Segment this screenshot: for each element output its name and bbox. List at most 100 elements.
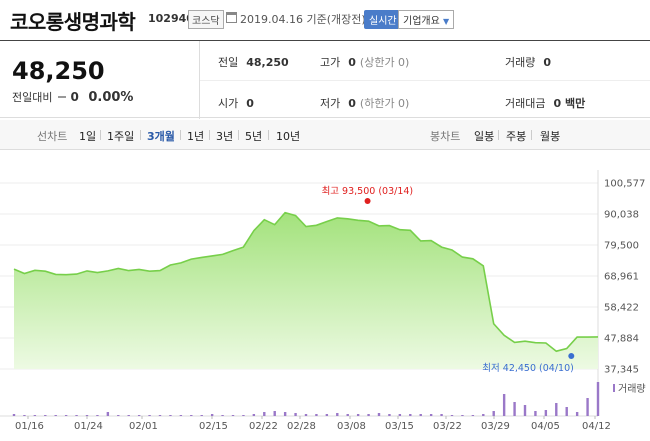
current-price: 48,250 bbox=[12, 57, 105, 85]
period-5y[interactable]: 5년 bbox=[245, 130, 263, 143]
volume-bar bbox=[148, 415, 151, 416]
volume-bar bbox=[137, 415, 141, 416]
price-area bbox=[14, 212, 598, 369]
volume-bar bbox=[96, 415, 99, 416]
volume-bar bbox=[450, 415, 454, 416]
metric-low: 저가 0 (하한가 0) bbox=[320, 95, 409, 111]
volume-bar bbox=[85, 415, 89, 416]
metric-prev-close: 전일 48,250 bbox=[218, 54, 289, 70]
separator bbox=[238, 130, 239, 140]
y-tick-label: 68,961 bbox=[604, 272, 639, 283]
period-1y[interactable]: 1년 bbox=[187, 130, 205, 143]
volume-bar bbox=[398, 414, 402, 416]
period-3y[interactable]: 3년 bbox=[216, 130, 234, 143]
x-tick-label: 03/15 bbox=[385, 421, 414, 432]
stock-code: 102940 bbox=[148, 12, 194, 25]
period-selector: 선차트 1일 1주일 3개월 1년 3년 5년 10년 봉차트 일봉 주봉 월봉 bbox=[0, 120, 650, 150]
separator bbox=[180, 130, 181, 140]
y-tick-label: 58,422 bbox=[604, 303, 639, 314]
price-change: 전일대비 0 0.00% bbox=[12, 89, 133, 105]
metric-label: 시가 bbox=[218, 97, 239, 110]
volume-bar bbox=[200, 415, 203, 416]
x-tick-label: 04/12 bbox=[582, 421, 611, 432]
low-label: 최저 42,450 (04/10) bbox=[482, 363, 574, 374]
high-label: 최고 93,500 (03/14) bbox=[322, 186, 414, 197]
x-tick-label: 03/22 bbox=[433, 421, 462, 432]
volume-bar bbox=[336, 413, 339, 416]
metric-trading-value: 거래대금 0 백만 bbox=[505, 95, 585, 111]
volume-bar bbox=[409, 414, 412, 416]
divider bbox=[200, 80, 650, 81]
volume-bar bbox=[273, 411, 276, 416]
candle-weekly[interactable]: 주봉 bbox=[506, 130, 527, 143]
candle-daily[interactable]: 일봉 bbox=[474, 130, 495, 143]
separator bbox=[531, 130, 532, 140]
volume-bar bbox=[44, 415, 47, 416]
volume-bar bbox=[252, 414, 256, 416]
period-1w[interactable]: 1주일 bbox=[107, 130, 135, 143]
period-10y[interactable]: 10년 bbox=[276, 130, 301, 143]
period-1d[interactable]: 1일 bbox=[79, 130, 97, 143]
volume-bar bbox=[169, 415, 172, 416]
separator bbox=[140, 130, 141, 140]
volume-bar bbox=[346, 414, 349, 416]
volume-bar bbox=[304, 414, 308, 416]
volume-bar bbox=[64, 415, 68, 416]
x-tick-label: 02/28 bbox=[287, 421, 316, 432]
volume-bar bbox=[231, 415, 235, 416]
volume-bar bbox=[356, 414, 360, 416]
metric-volume: 거래량 0 bbox=[505, 54, 551, 70]
realtime-button[interactable]: 실시간 bbox=[364, 10, 402, 29]
company-overview-button[interactable]: 기업개요 ▼ bbox=[398, 10, 455, 29]
price-box: 48,250 전일대비 0 0.00% bbox=[0, 41, 200, 119]
price-chart: 100,577 90,038 79,500 68,961 58,422 47,884 37,… bbox=[0, 170, 646, 432]
volume-bar bbox=[221, 415, 224, 416]
volume-bar bbox=[117, 415, 120, 416]
x-tick-label: 01/16 bbox=[15, 421, 44, 432]
volume-bar bbox=[440, 414, 443, 416]
volume-bar bbox=[179, 415, 183, 416]
high-marker bbox=[364, 198, 371, 204]
x-tick-label: 03/08 bbox=[337, 421, 366, 432]
metric-sub: (상한가 0) bbox=[359, 56, 410, 69]
volume-bar bbox=[419, 414, 422, 416]
y-tick-label: 47,884 bbox=[604, 334, 639, 345]
volume-bar bbox=[523, 405, 527, 416]
x-tick-label: 02/01 bbox=[129, 421, 158, 432]
metric-label: 고가 bbox=[320, 56, 341, 69]
volume-bar bbox=[283, 412, 287, 416]
separator bbox=[268, 130, 269, 140]
volume-bar bbox=[23, 415, 26, 416]
metric-value: 0 bbox=[246, 97, 254, 110]
volume-bar bbox=[106, 412, 110, 416]
volume-bar bbox=[54, 415, 57, 416]
volume-legend-swatch bbox=[613, 384, 615, 392]
x-tick-label: 04/05 bbox=[531, 421, 560, 432]
stock-header: 코오롱생명과학 102940 코스닥 2019.04.16 기준(개장전) 실시… bbox=[0, 0, 650, 40]
volume-bar bbox=[190, 415, 193, 416]
period-3m[interactable]: 3개월 bbox=[147, 130, 175, 143]
change-value: 0 bbox=[70, 90, 79, 104]
volume-bar bbox=[210, 414, 214, 416]
calendar-icon bbox=[226, 12, 237, 23]
market-badge: 코스닥 bbox=[188, 10, 224, 29]
volume-bar bbox=[575, 412, 579, 416]
line-chart-label: 선차트 bbox=[37, 130, 68, 143]
metric-open: 시가 0 bbox=[218, 95, 254, 111]
volume-bar bbox=[502, 394, 506, 416]
volume-bar bbox=[315, 414, 318, 416]
volume-bar bbox=[461, 415, 464, 416]
metric-value: 0 bbox=[348, 97, 356, 110]
volume-bar bbox=[158, 415, 162, 416]
change-flat-icon bbox=[57, 96, 66, 98]
volume-bar bbox=[388, 414, 391, 416]
metric-label: 저가 bbox=[320, 97, 341, 110]
volume-bar bbox=[33, 415, 37, 416]
volume-bar bbox=[12, 414, 16, 416]
candle-monthly[interactable]: 월봉 bbox=[540, 130, 561, 143]
change-percent: 0.00% bbox=[88, 90, 134, 105]
volume-bar bbox=[586, 398, 589, 416]
y-tick-label: 37,345 bbox=[604, 365, 639, 376]
separator bbox=[100, 130, 101, 140]
volume-bar bbox=[544, 410, 548, 416]
